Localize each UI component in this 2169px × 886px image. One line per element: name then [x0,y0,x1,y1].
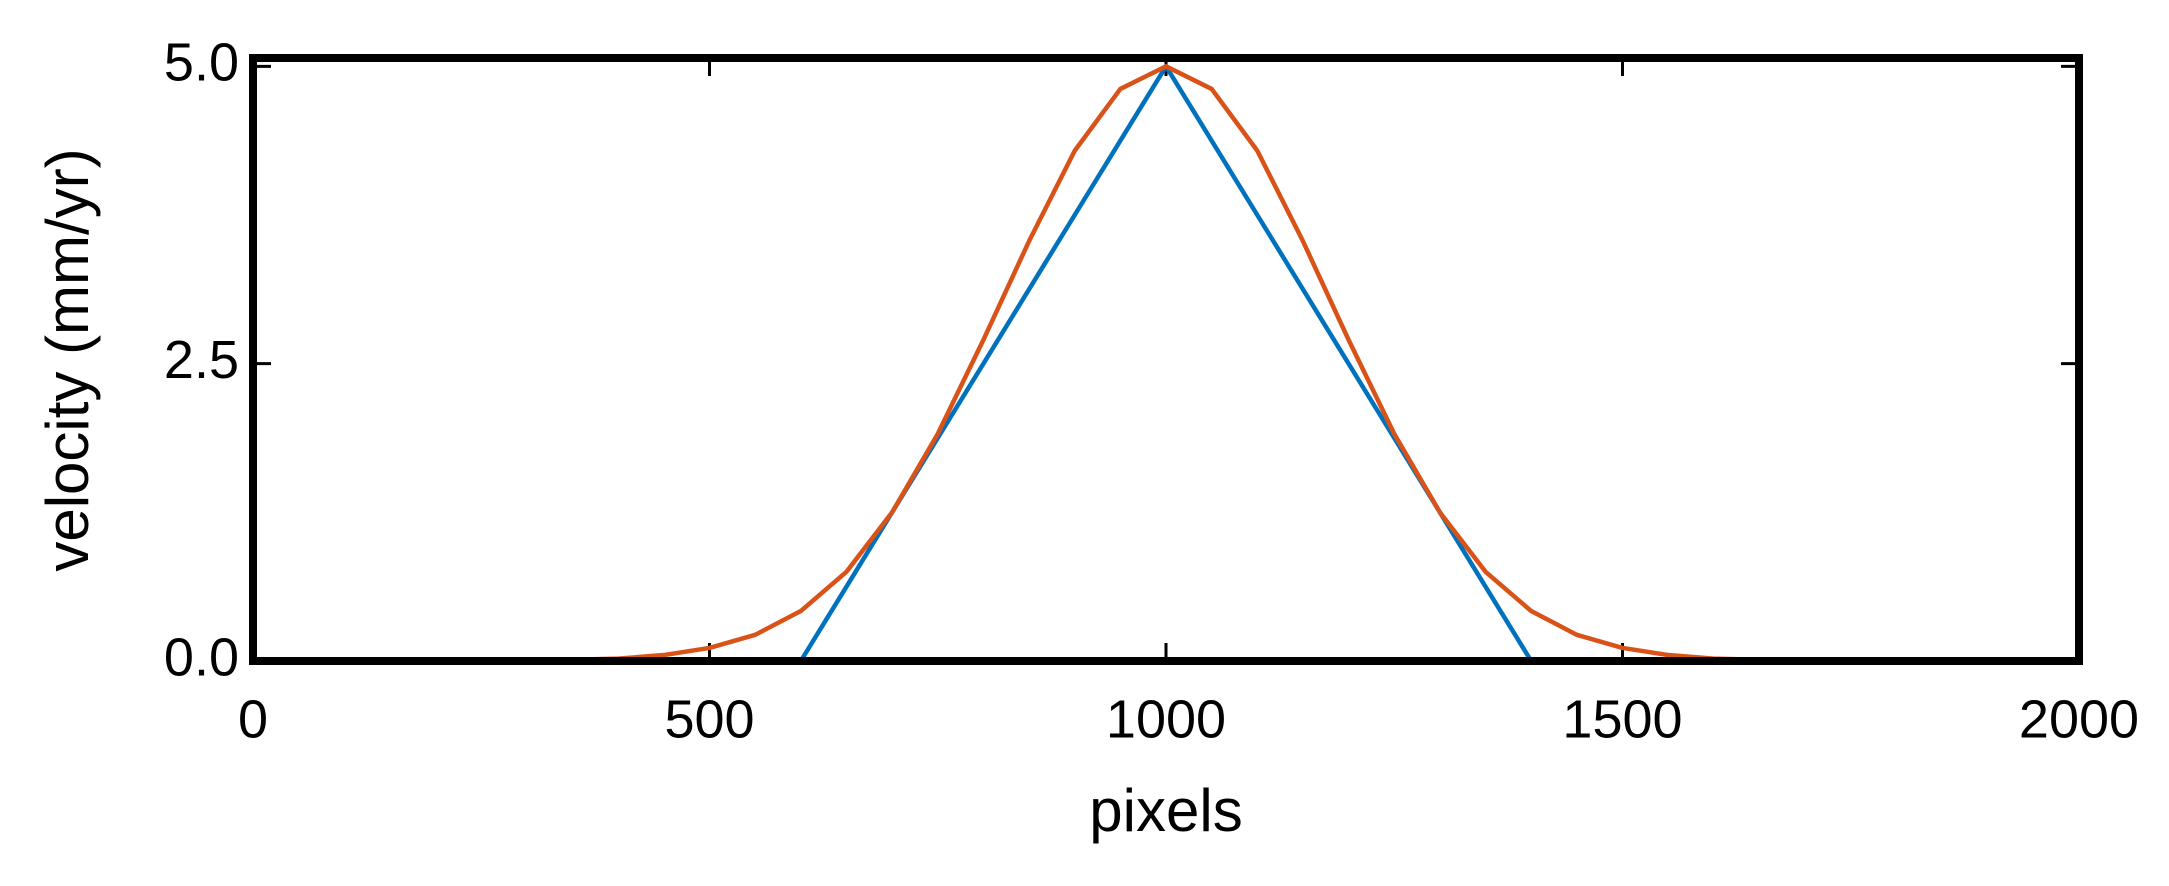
x-tick-label: 2000 [2019,689,2139,749]
plot-frame [249,54,2083,665]
line-series [253,64,2079,664]
x-tick-label: 1500 [1562,689,1682,749]
y-tick-label: 0.0 [164,627,239,687]
y-axis-label: velocity (mm/yr) [34,148,101,571]
x-tick-label: 0 [238,689,268,749]
line-series [253,64,2079,664]
x-tick-label: 500 [664,689,754,749]
x-tick-label: 1000 [1106,689,1226,749]
y-tick-label: 2.5 [164,330,239,390]
x-axis-label: pixels [1089,777,1242,844]
y-tick-label: 5.0 [164,33,239,93]
